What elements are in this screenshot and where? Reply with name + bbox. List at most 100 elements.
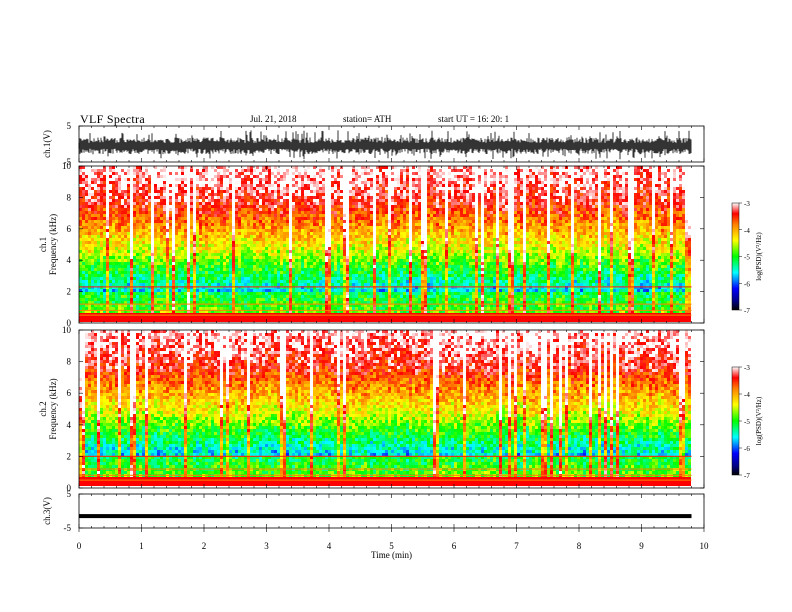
spec-cell — [322, 214, 325, 217]
spec-cell — [100, 169, 103, 172]
spec-cell — [118, 181, 121, 184]
spec-cell — [88, 286, 91, 289]
spec-cell — [124, 244, 127, 247]
spec-cell — [169, 316, 172, 319]
spec-cell — [304, 199, 307, 202]
spec-cell — [271, 220, 274, 223]
spec-cell — [133, 286, 136, 289]
spec-cell — [172, 193, 175, 196]
spec-cell — [325, 295, 328, 298]
spec-cell — [181, 286, 184, 289]
spec-cell — [175, 238, 178, 241]
spec-cell — [94, 262, 97, 265]
spec-cell — [229, 295, 232, 298]
spec-cell — [193, 214, 196, 217]
spec-cell — [262, 304, 265, 307]
spec-cell — [307, 166, 310, 169]
spec-cell — [166, 181, 169, 184]
spec-cell — [319, 220, 322, 223]
spec-cell — [262, 247, 265, 250]
spec-cell — [304, 256, 307, 259]
spec-cell — [169, 241, 172, 244]
spec-cell — [295, 238, 298, 241]
spec-cell — [151, 235, 154, 238]
spec-cell — [112, 289, 115, 292]
spec-cell — [268, 232, 271, 235]
spec-cell — [265, 289, 268, 292]
spec-cell — [331, 226, 334, 229]
spec-cell — [316, 193, 319, 196]
spec-cell — [259, 205, 262, 208]
spec-cell — [127, 316, 130, 319]
spec-cell — [157, 301, 160, 304]
spec-cell — [307, 238, 310, 241]
spec-cell — [88, 211, 91, 214]
spec-cell — [100, 196, 103, 199]
spec-cell — [205, 181, 208, 184]
spec-cell — [304, 310, 307, 313]
spec-cell — [202, 316, 205, 319]
spec-cell — [253, 166, 256, 169]
spec-cell — [133, 268, 136, 271]
spec-cell — [235, 175, 238, 178]
spec-cell — [205, 259, 208, 262]
spec-cell — [85, 220, 88, 223]
spec-cell — [337, 229, 340, 232]
spec-cell — [109, 292, 112, 295]
spec-cell — [106, 199, 109, 202]
spec-cell — [304, 295, 307, 298]
spec-cell — [274, 271, 277, 274]
spec-cell — [337, 199, 340, 202]
spec-cell — [148, 262, 151, 265]
spec-cell — [337, 289, 340, 292]
spec-cell — [358, 226, 361, 229]
spec-cell — [346, 283, 349, 286]
spec-cell — [91, 313, 94, 316]
spec-cell — [301, 226, 304, 229]
spec-cell — [190, 187, 193, 190]
spec-cell — [79, 217, 82, 220]
spec-cell — [295, 313, 298, 316]
spec-cell — [202, 181, 205, 184]
spec-cell — [163, 202, 166, 205]
spec-cell — [322, 226, 325, 229]
spec-cell — [337, 208, 340, 211]
spec-cell — [205, 277, 208, 280]
spec-cell — [208, 250, 211, 253]
spec-cell — [94, 313, 97, 316]
spec-cell — [361, 301, 364, 304]
spec-cell — [205, 244, 208, 247]
spec-cell — [328, 283, 331, 286]
spec-cell — [106, 313, 109, 316]
spec-cell — [247, 304, 250, 307]
spec-cell — [181, 274, 184, 277]
spec-cell — [358, 298, 361, 301]
spec-cell — [151, 184, 154, 187]
spec-cell — [169, 301, 172, 304]
spec-cell — [124, 211, 127, 214]
spec-cell — [205, 286, 208, 289]
spec-cell — [193, 280, 196, 283]
spec-cell — [181, 214, 184, 217]
spec-cell — [181, 244, 184, 247]
spec-cell — [142, 235, 145, 238]
spec-cell — [85, 226, 88, 229]
spec-cell — [250, 175, 253, 178]
spec-cell — [94, 172, 97, 175]
spec-cell — [253, 259, 256, 262]
spec-cell — [157, 292, 160, 295]
spec-cell — [193, 166, 196, 169]
spec-cell — [298, 256, 301, 259]
spec-cell — [178, 274, 181, 277]
spec-cell — [292, 286, 295, 289]
spec-cell — [142, 166, 145, 169]
spec-cell — [124, 259, 127, 262]
spec-cell — [280, 205, 283, 208]
spec-cell — [301, 304, 304, 307]
spec-cell — [322, 241, 325, 244]
spec-cell — [115, 184, 118, 187]
spec-cell — [154, 202, 157, 205]
spec-cell — [133, 289, 136, 292]
spec-cell — [169, 208, 172, 211]
spec-cell — [124, 184, 127, 187]
